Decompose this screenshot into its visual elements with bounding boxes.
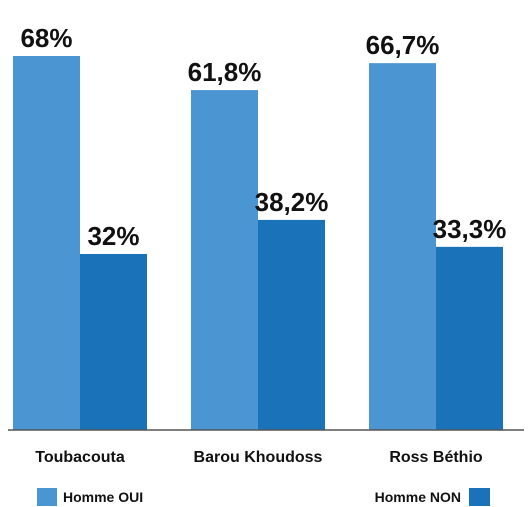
legend-swatch-oui (37, 488, 57, 506)
category-label-0: Toubacouta (35, 449, 125, 466)
bar-non-1 (258, 219, 325, 430)
value-label-non-0: 32% (87, 221, 139, 251)
category-labels-group: Toubacouta Barou Khoudoss Ross Béthio (35, 449, 483, 466)
legend-label-non: Homme NON (375, 489, 461, 505)
legend: Homme OUI Homme NON (37, 488, 490, 506)
legend-label-oui: Homme OUI (63, 489, 143, 505)
bar-non-0 (80, 254, 147, 430)
bars-group (13, 56, 503, 431)
bar-non-2 (436, 246, 503, 430)
value-label-non-2: 33,3% (433, 214, 507, 244)
legend-swatch-non (469, 488, 490, 506)
category-label-1: Barou Khoudoss (194, 449, 323, 466)
category-label-2: Ross Béthio (389, 449, 483, 466)
value-label-oui-0: 68% (20, 23, 72, 53)
bar-oui-2 (369, 63, 436, 431)
value-label-oui-1: 61,8% (188, 57, 262, 87)
bar-oui-0 (13, 56, 80, 430)
bar-oui-1 (191, 90, 258, 430)
value-label-non-1: 38,2% (255, 187, 329, 217)
value-labels-group: 68% 32% 61,8% 38,2% 66,7% 33,3% (20, 23, 506, 251)
value-label-oui-2: 66,7% (366, 30, 440, 60)
